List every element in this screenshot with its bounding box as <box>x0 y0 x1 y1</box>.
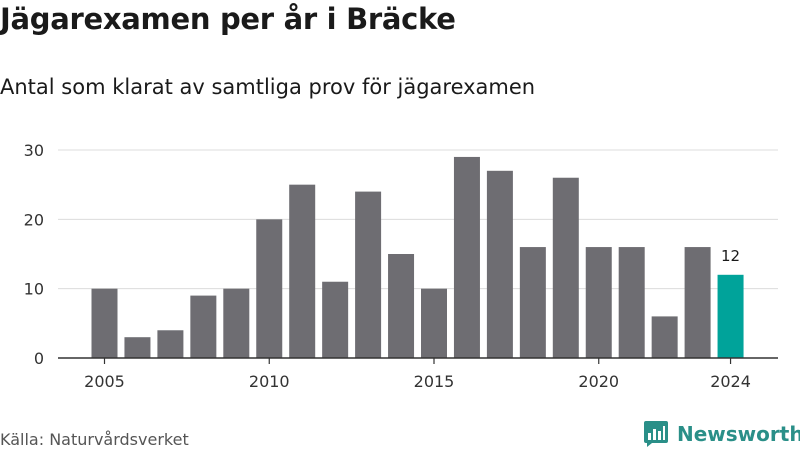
bar-2013 <box>355 191 382 358</box>
bar-2021 <box>618 247 645 358</box>
y-tick-label: 20 <box>24 210 44 229</box>
x-tick-label: 2015 <box>414 372 455 391</box>
bar-2006 <box>124 337 151 358</box>
bar-2015 <box>421 288 447 358</box>
x-tick-label: 2010 <box>249 372 290 391</box>
bar-2010 <box>256 219 283 358</box>
y-tick-label: 0 <box>34 349 44 368</box>
x-axis-ticks: 2005 2010 2015 2020 2024 <box>84 358 751 391</box>
chart-subtitle: Antal som klarat av samtliga prov för jä… <box>0 75 536 99</box>
bar-2016 <box>453 156 480 358</box>
bar-2009 <box>223 288 250 358</box>
y-axis-tick-labels: 0 10 20 30 <box>24 141 44 368</box>
x-tick-label: 2024 <box>710 372 751 391</box>
grid-lines <box>58 149 778 290</box>
brand-logo[interactable]: Newsworthy <box>643 420 800 448</box>
source-note: Källa: Naturvårdsverket <box>0 430 189 449</box>
bar-2023 <box>684 247 711 358</box>
bar-2005 <box>91 288 118 358</box>
bar-2011 <box>289 184 316 358</box>
x-tick-label: 2005 <box>84 372 125 391</box>
bar-2022 <box>651 316 678 358</box>
bar-2008 <box>190 295 217 358</box>
bar-2018 <box>519 247 546 358</box>
brand-name: Newsworthy <box>677 422 800 446</box>
y-tick-label: 30 <box>24 141 44 160</box>
bar-chart: 0 10 20 30 2005 2010 2015 2020 2024 12 <box>24 141 778 391</box>
y-tick-label: 10 <box>24 280 44 299</box>
bar-2014 <box>388 254 415 358</box>
bar-2007 <box>157 330 184 358</box>
highlight-data-label: 12 <box>721 247 740 265</box>
x-tick-label: 2020 <box>578 372 619 391</box>
bar-2019 <box>552 177 579 358</box>
chart-title: Jägarexamen per år i Bräcke <box>0 2 456 36</box>
bar-2012 <box>322 281 349 358</box>
bar-chart-speech-bubble-icon <box>644 421 668 447</box>
bar-2020 <box>585 247 612 358</box>
bar-2024 <box>717 274 744 358</box>
bars <box>91 156 744 358</box>
bar-2017 <box>486 170 513 358</box>
